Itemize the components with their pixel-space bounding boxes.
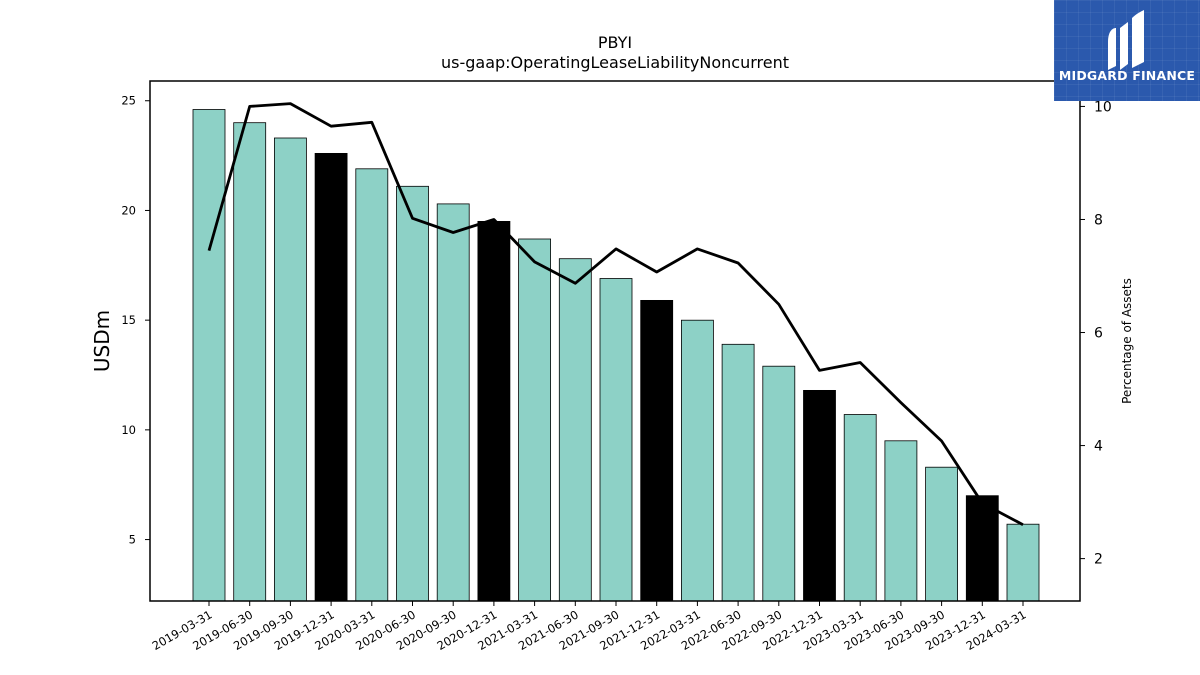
bar-2022-03-31	[681, 319, 714, 602]
bar-2022-06-30	[721, 343, 755, 602]
bar-2019-09-30	[273, 137, 307, 602]
bar-2023-09-30	[925, 466, 958, 602]
y-tick-label: 5	[129, 533, 136, 547]
bar-2022-12-31	[803, 389, 836, 602]
y2-tick-label: 4	[1094, 439, 1103, 455]
chart-title: PBYI	[598, 33, 632, 52]
logo-text: MIDGARD FINANCE	[1058, 68, 1196, 83]
bar-group	[192, 109, 1040, 602]
plot-frame	[149, 80, 1081, 602]
bar-2019-12-31	[314, 152, 348, 602]
y-tick-label: 25	[121, 94, 136, 108]
y2-axis-label: Percentage of Assets	[1120, 278, 1134, 404]
bar-2020-06-30	[396, 185, 429, 602]
x-axis: 2019-03-312019-06-302019-09-302019-12-31…	[150, 601, 1029, 653]
bar-2020-03-31	[355, 168, 389, 602]
bar-2019-03-31	[192, 109, 226, 602]
y-tick-label: 10	[121, 423, 136, 437]
bar-2023-03-31	[843, 414, 877, 602]
bar-2021-03-31	[518, 238, 551, 602]
bar-2021-09-30	[599, 278, 633, 602]
y-axis-label: USDm	[90, 310, 114, 372]
bar-2021-12-31	[640, 299, 674, 602]
bar-2019-06-30	[233, 122, 267, 602]
line-group	[207, 102, 1024, 526]
y-axis-right: 2 4 6 8 10	[1080, 99, 1112, 568]
midgard-logo-icon	[1108, 10, 1144, 70]
chart-subtitle: us-gaap:OperatingLeaseLiabilityNoncurren…	[441, 53, 789, 72]
line-series-percentage-of-assets	[207, 102, 1024, 526]
bar-2020-12-31	[477, 220, 511, 602]
bar-2021-06-30	[558, 258, 592, 602]
y2-tick-label: 8	[1094, 212, 1103, 228]
y2-tick-label: 10	[1094, 99, 1112, 115]
bar-2023-06-30	[884, 440, 918, 602]
y-tick-label: 15	[121, 313, 136, 327]
bar-2024-03-31	[1006, 523, 1040, 602]
midgard-finance-logo: MIDGARD FINANCE	[1054, 0, 1200, 101]
y2-tick-label: 6	[1094, 326, 1103, 342]
bar-2022-09-30	[762, 365, 796, 602]
y-axis-left: 5 10 15 20 25	[121, 94, 150, 547]
bar-2020-09-30	[436, 203, 470, 602]
y-tick-label: 20	[121, 203, 136, 217]
y2-tick-label: 2	[1094, 552, 1103, 568]
bar-2023-12-31	[965, 495, 999, 602]
